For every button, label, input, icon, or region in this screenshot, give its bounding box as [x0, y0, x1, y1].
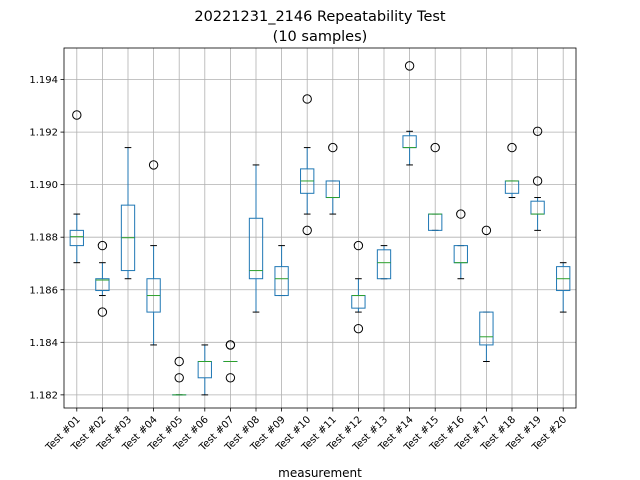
outlier-point [430, 142, 440, 153]
y-tick-label: 1.182 [29, 390, 58, 401]
iqr-box [248, 217, 264, 280]
outlier-point [481, 225, 492, 236]
outlier-point [174, 356, 184, 367]
y-tick-label: 1.184 [29, 338, 58, 349]
outlier-point [302, 94, 312, 104]
box-17 [479, 225, 494, 362]
box-9 [274, 245, 289, 297]
iqr-box [479, 311, 494, 346]
outlier-point [532, 126, 543, 136]
box-5 [172, 356, 187, 396]
box-7 [223, 340, 238, 383]
chart-title-line-2: (10 samples) [273, 29, 368, 45]
outlier-point [532, 176, 543, 186]
iqr-box [274, 266, 289, 297]
box-20 [556, 262, 571, 313]
outlier-point [174, 373, 184, 383]
x-axis-label: measurement [278, 466, 362, 480]
box-8 [248, 164, 264, 313]
outlier-point [97, 240, 108, 251]
box-2 [95, 240, 110, 317]
box-6 [197, 344, 212, 396]
outlier-point [507, 142, 517, 153]
outlier-point [353, 240, 364, 251]
outlier-point [456, 209, 466, 219]
box-12 [351, 240, 366, 334]
outlier-point [328, 142, 338, 153]
iqr-box [376, 249, 392, 280]
box-19 [530, 126, 545, 231]
plot-frame [63, 47, 577, 409]
outlier-point [97, 307, 108, 317]
y-tick-label: 1.186 [29, 285, 58, 296]
outlier-point [72, 110, 82, 120]
chart-title-line-1: 20221231_2146 Repeatability Test [194, 9, 446, 25]
iqr-box [69, 229, 84, 247]
outlier-point [225, 340, 236, 350]
box-13 [376, 245, 392, 280]
box-10 [300, 94, 315, 236]
box-15 [428, 142, 443, 231]
box-18 [504, 142, 520, 199]
y-tick-label: 1.190 [29, 180, 58, 191]
iqr-box [95, 278, 110, 292]
y-tick-label: 1.192 [29, 128, 58, 139]
box-14 [402, 61, 417, 166]
y-tick-label: 1.188 [29, 233, 58, 244]
y-tick-label: 1.194 [29, 75, 58, 86]
box-4 [146, 160, 161, 346]
outlier-point [353, 323, 364, 334]
box-16 [453, 209, 468, 280]
axes: 1.1821.1841.1861.1881.1901.1921.194Test … [29, 47, 577, 454]
box-3 [120, 147, 136, 280]
outlier-point [225, 373, 236, 383]
outlier-point [148, 160, 159, 170]
outlier-point [404, 61, 415, 71]
box-1 [69, 110, 84, 264]
outlier-point [302, 225, 312, 236]
plot-area [69, 61, 571, 396]
grid [64, 48, 576, 408]
box-11 [325, 142, 340, 215]
